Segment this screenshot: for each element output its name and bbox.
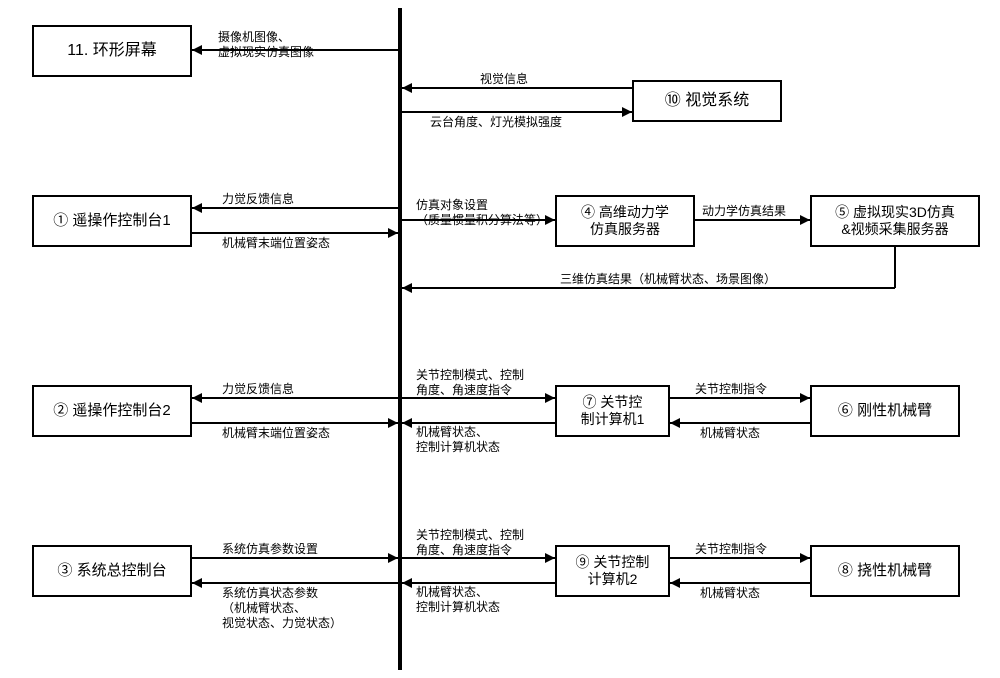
arrowhead-a10_yt	[622, 107, 632, 117]
line-a1_pos	[192, 232, 398, 234]
line-a76_cmd	[670, 397, 810, 399]
arrowhead-a45	[800, 215, 810, 225]
label-a7_out: 机械臂状态、控制计算机状态	[416, 425, 500, 455]
label-a1_fb: 力觉反馈信息	[222, 192, 294, 207]
arrowhead-a3_st	[192, 578, 202, 588]
label-a1_pos: 机械臂末端位置姿态	[222, 236, 330, 251]
line-a98_cmd	[670, 557, 810, 559]
line-a1_fb	[192, 207, 398, 209]
arrowhead-a2_pos	[388, 418, 398, 428]
label-a76_cmd: 关节控制指令	[695, 382, 767, 397]
label-a3_st: 系统仿真状态参数（机械臂状态、视觉状态、力觉状态）	[222, 586, 342, 631]
line-a3_set	[192, 557, 398, 559]
line-a2_pos	[192, 422, 398, 424]
arrowhead-a10_vi	[402, 83, 412, 93]
line-a10_yt	[402, 111, 632, 113]
box-b7: ⑦ 关节控制计算机1	[555, 385, 670, 437]
box-b1: ① 遥操作控制台1	[32, 195, 192, 247]
fb5-v	[894, 247, 896, 288]
arrowhead-a1_fb	[192, 203, 202, 213]
arrowhead-a1_pos	[388, 228, 398, 238]
fb5-h	[402, 287, 895, 289]
box-b8: ⑧ 挠性机械臂	[810, 545, 960, 597]
label-a2_fb: 力觉反馈信息	[222, 382, 294, 397]
box-b10: ⑩ 视觉系统	[632, 80, 782, 122]
arrowhead-a2_fb	[192, 393, 202, 403]
box-b5: ⑤ 虚拟现实3D仿真&视频采集服务器	[810, 195, 980, 247]
fb5-label: 三维仿真结果（机械臂状态、场景图像）	[560, 272, 776, 287]
label-a9_in: 关节控制模式、控制角度、角速度指令	[416, 528, 524, 558]
arrowhead-a76_st	[670, 418, 680, 428]
label-a76_st: 机械臂状态	[700, 426, 760, 441]
arrowhead-a11_in	[192, 45, 202, 55]
fb5-arrow	[402, 283, 412, 293]
label-a11_in: 摄像机图像、虚拟现实仿真图像	[218, 30, 314, 60]
box-b9: ⑨ 关节控制计算机2	[555, 545, 670, 597]
arrowhead-a98_cmd	[800, 553, 810, 563]
label-a10_vi: 视觉信息	[480, 72, 528, 87]
line-a9_out	[402, 582, 555, 584]
label-a98_st: 机械臂状态	[700, 586, 760, 601]
box-b2: ② 遥操作控制台2	[32, 385, 192, 437]
label-a45: 动力学仿真结果	[702, 204, 786, 219]
line-a45	[695, 219, 810, 221]
arrowhead-a7_in	[545, 393, 555, 403]
line-a3_st	[192, 582, 398, 584]
box-b11: 11. 环形屏幕	[32, 25, 192, 77]
box-b4: ④ 高维动力学仿真服务器	[555, 195, 695, 247]
label-a9_out: 机械臂状态、控制计算机状态	[416, 585, 500, 615]
label-a98_cmd: 关节控制指令	[695, 542, 767, 557]
line-a2_fb	[192, 397, 398, 399]
label-a10_yt: 云台角度、灯光模拟强度	[430, 115, 562, 130]
label-a2_pos: 机械臂末端位置姿态	[222, 426, 330, 441]
line-a98_st	[670, 582, 810, 584]
arrowhead-a7_out	[402, 418, 412, 428]
arrowhead-a76_cmd	[800, 393, 810, 403]
box-b6: ⑥ 刚性机械臂	[810, 385, 960, 437]
arrowhead-a9_out	[402, 578, 412, 588]
label-a3_set: 系统仿真参数设置	[222, 542, 318, 557]
line-a76_st	[670, 422, 810, 424]
box-b3: ③ 系统总控制台	[32, 545, 192, 597]
line-a10_vi	[402, 87, 632, 89]
line-a7_out	[402, 422, 555, 424]
arrowhead-a9_in	[545, 553, 555, 563]
arrowhead-a3_set	[388, 553, 398, 563]
label-a4_in: 仿真对象设置（质量惯量积分算法等）	[416, 198, 548, 228]
vertical-bus	[398, 8, 402, 670]
arrowhead-a98_st	[670, 578, 680, 588]
label-a7_in: 关节控制模式、控制角度、角速度指令	[416, 368, 524, 398]
